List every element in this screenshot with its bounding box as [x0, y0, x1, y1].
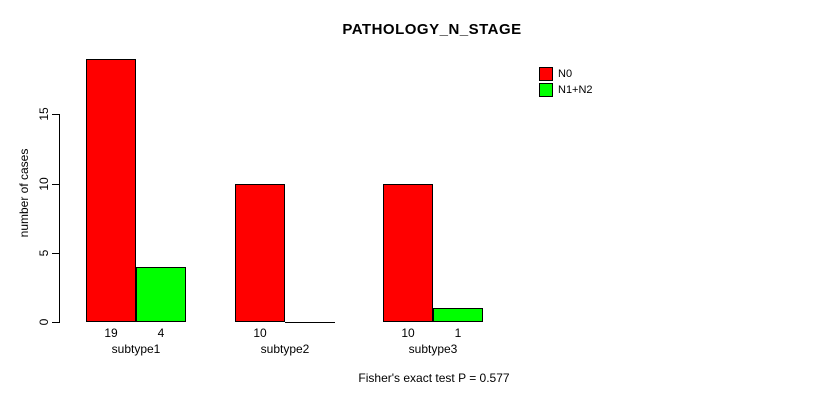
- y-tick-mark: [52, 253, 59, 254]
- y-tick-label: 5: [37, 249, 51, 257]
- y-axis-line: [59, 114, 60, 323]
- legend-label-n1n2: N1+N2: [558, 83, 593, 96]
- y-tick-mark: [52, 114, 59, 115]
- y-axis-label: number of cases: [17, 148, 31, 238]
- bar-n1+n2-subtype1: [136, 267, 186, 322]
- bar-value-label: 4: [157, 326, 165, 340]
- bar-value-label: 10: [401, 326, 415, 340]
- legend-swatch-n0: [539, 66, 553, 81]
- legend-item-n1n2: N1+N2: [539, 82, 593, 97]
- bar-value-label: 19: [104, 326, 118, 340]
- legend-item-n0: N0: [539, 66, 593, 81]
- fisher-test-annotation: Fisher's exact test P = 0.577: [358, 371, 510, 385]
- legend-swatch-n1n2: [539, 82, 553, 97]
- y-tick-mark: [52, 184, 59, 185]
- bar-n0-subtype2: [235, 184, 285, 322]
- y-tick-label: 0: [37, 318, 51, 326]
- legend-label-n0: N0: [558, 67, 573, 80]
- bar-n0-subtype1: [86, 59, 136, 322]
- bar-n0-subtype3: [383, 184, 433, 322]
- bar-value-label: 10: [253, 326, 267, 340]
- bar-n1+n2-subtype3: [433, 308, 483, 322]
- y-tick-mark: [52, 322, 59, 323]
- zero-bar-baseline-subtype2: [285, 322, 335, 323]
- category-label-subtype1: subtype1: [111, 342, 161, 356]
- y-tick-label: 15: [37, 107, 51, 121]
- bar-value-label: 1: [454, 326, 462, 340]
- chart-title: PATHOLOGY_N_STAGE: [342, 21, 522, 38]
- legend: N0 N1+N2: [539, 66, 593, 98]
- category-label-subtype3: subtype3: [408, 342, 458, 356]
- y-tick-label: 10: [37, 177, 51, 191]
- category-label-subtype2: subtype2: [260, 342, 310, 356]
